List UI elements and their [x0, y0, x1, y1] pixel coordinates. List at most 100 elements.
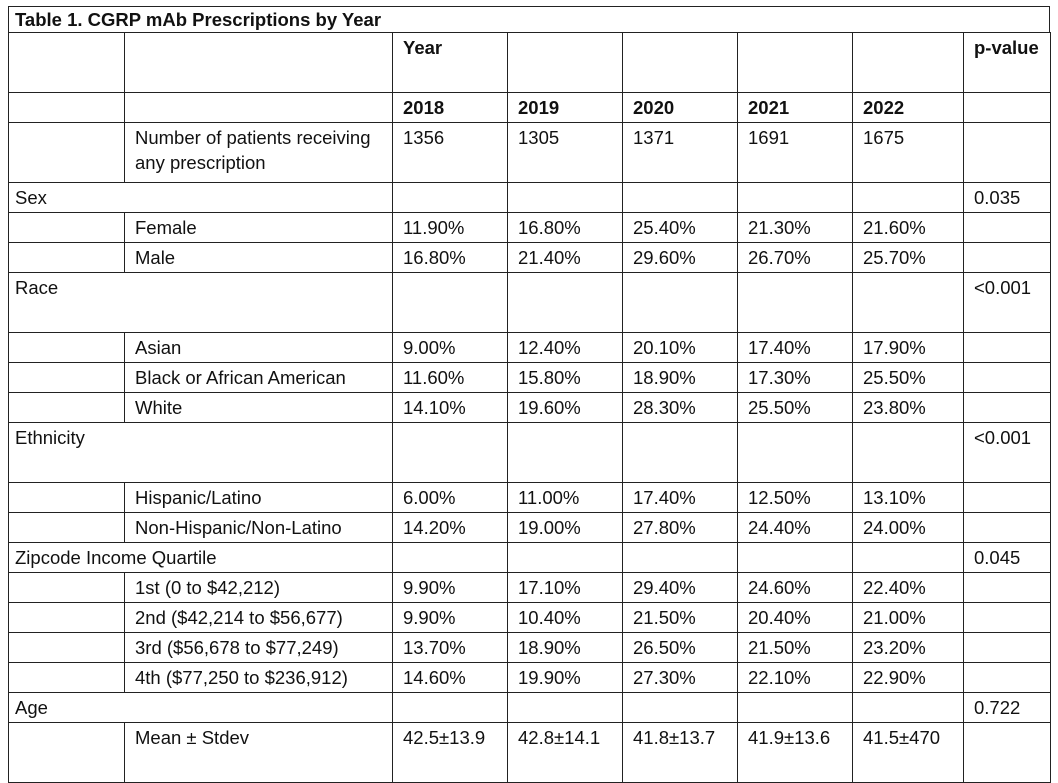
- value-cell: 24.00%: [852, 512, 964, 543]
- value-cell: 1356: [392, 122, 508, 183]
- value-cell: 1371: [622, 122, 738, 183]
- pvalue-cell: <0.001: [963, 272, 1051, 333]
- category-label: Race: [8, 272, 393, 333]
- value-cell: 18.90%: [507, 632, 623, 663]
- table-row: 1st (0 to $42,212) 9.90% 17.10% 29.40% 24.60…: [8, 572, 1051, 603]
- header-row-year: Year p-value: [8, 32, 1051, 93]
- value-cell: 22.90%: [852, 662, 964, 693]
- data-table: Year p-value 2018 2019 2020 2021 2022 Nu…: [8, 32, 1051, 783]
- empty-cell: [622, 422, 738, 483]
- empty-cell: [8, 362, 125, 393]
- empty-cell: [737, 182, 853, 213]
- empty-cell: [8, 722, 125, 783]
- table-row: Number of patients receiving any prescri…: [8, 122, 1051, 183]
- value-cell: 22.10%: [737, 662, 853, 693]
- value-cell: 19.90%: [507, 662, 623, 693]
- row-label: Female: [124, 212, 393, 243]
- value-cell: 25.40%: [622, 212, 738, 243]
- value-cell: 13.10%: [852, 482, 964, 513]
- empty-cell: [8, 122, 125, 183]
- row-label: Black or African American: [124, 362, 393, 393]
- value-cell: 29.60%: [622, 242, 738, 273]
- empty-cell: [737, 692, 853, 723]
- header-blank-cell: [124, 92, 393, 123]
- pvalue-cell: [963, 662, 1051, 693]
- category-row: Zipcode Income Quartile 0.045: [8, 542, 1051, 573]
- value-cell: 9.90%: [392, 572, 508, 603]
- row-label: Number of patients receiving any prescri…: [124, 122, 393, 183]
- empty-cell: [507, 692, 623, 723]
- empty-cell: [8, 632, 125, 663]
- empty-cell: [737, 422, 853, 483]
- value-cell: 26.50%: [622, 632, 738, 663]
- value-cell: 24.60%: [737, 572, 853, 603]
- value-cell: 42.8±14.1: [507, 722, 623, 783]
- header-blank-cell: [622, 32, 738, 93]
- category-label: Age: [8, 692, 393, 723]
- row-label: Hispanic/Latino: [124, 482, 393, 513]
- value-cell: 19.60%: [507, 392, 623, 423]
- pvalue-cell: <0.001: [963, 422, 1051, 483]
- value-cell: 41.9±13.6: [737, 722, 853, 783]
- row-label: White: [124, 392, 393, 423]
- category-row: Race <0.001: [8, 272, 1051, 333]
- value-cell: 21.30%: [737, 212, 853, 243]
- category-label: Zipcode Income Quartile: [8, 542, 393, 573]
- value-cell: 17.30%: [737, 362, 853, 393]
- value-cell: 21.40%: [507, 242, 623, 273]
- header-blank-cell: [8, 92, 125, 123]
- row-label: Asian: [124, 332, 393, 363]
- header-blank-cell: [507, 32, 623, 93]
- table-row: Mean ± Stdev 42.5±13.9 42.8±14.1 41.8±13.7 4…: [8, 722, 1051, 783]
- value-cell: 27.30%: [622, 662, 738, 693]
- table-row: Hispanic/Latino 6.00% 11.00% 17.40% 12.50% 13…: [8, 482, 1051, 513]
- pvalue-cell: [963, 602, 1051, 633]
- value-cell: 23.80%: [852, 392, 964, 423]
- empty-cell: [622, 692, 738, 723]
- row-label: 4th ($77,250 to $236,912): [124, 662, 393, 693]
- empty-cell: [8, 482, 125, 513]
- value-cell: 9.90%: [392, 602, 508, 633]
- pvalue-cell: [963, 242, 1051, 273]
- empty-cell: [852, 542, 964, 573]
- empty-cell: [392, 272, 508, 333]
- value-cell: 28.30%: [622, 392, 738, 423]
- value-cell: 26.70%: [737, 242, 853, 273]
- table-row: Black or African American 11.60% 15.80% 18.…: [8, 362, 1051, 393]
- empty-cell: [507, 542, 623, 573]
- empty-cell: [8, 602, 125, 633]
- value-cell: 6.00%: [392, 482, 508, 513]
- table-row: Non-Hispanic/Non-Latino 14.20% 19.00% 27.80…: [8, 512, 1051, 543]
- empty-cell: [622, 272, 738, 333]
- value-cell: 41.5±470: [852, 722, 964, 783]
- row-label: 3rd ($56,678 to $77,249): [124, 632, 393, 663]
- value-cell: 1675: [852, 122, 964, 183]
- empty-cell: [507, 182, 623, 213]
- table-row: 4th ($77,250 to $236,912) 14.60% 19.90% 27.…: [8, 662, 1051, 693]
- value-cell: 29.40%: [622, 572, 738, 603]
- pvalue-cell: [963, 722, 1051, 783]
- category-label: Ethnicity: [8, 422, 393, 483]
- value-cell: 22.40%: [852, 572, 964, 603]
- empty-cell: [8, 572, 125, 603]
- year-header: 2022: [852, 92, 964, 123]
- table-row: 3rd ($56,678 to $77,249) 13.70% 18.90% 26.5…: [8, 632, 1051, 663]
- value-cell: 14.60%: [392, 662, 508, 693]
- value-cell: 12.40%: [507, 332, 623, 363]
- row-label: 2nd ($42,214 to $56,677): [124, 602, 393, 633]
- table-row: Male 16.80% 21.40% 29.60% 26.70% 25.70%: [8, 242, 1051, 273]
- row-label: Non-Hispanic/Non-Latino: [124, 512, 393, 543]
- value-cell: 1305: [507, 122, 623, 183]
- value-cell: 21.60%: [852, 212, 964, 243]
- value-cell: 17.40%: [737, 332, 853, 363]
- empty-cell: [507, 422, 623, 483]
- value-cell: 15.80%: [507, 362, 623, 393]
- empty-cell: [8, 392, 125, 423]
- header-blank-cell: [124, 32, 393, 93]
- empty-cell: [392, 542, 508, 573]
- empty-cell: [8, 512, 125, 543]
- pvalue-cell: [963, 122, 1051, 183]
- value-cell: 42.5±13.9: [392, 722, 508, 783]
- year-header: 2019: [507, 92, 623, 123]
- pvalue-cell: [963, 632, 1051, 663]
